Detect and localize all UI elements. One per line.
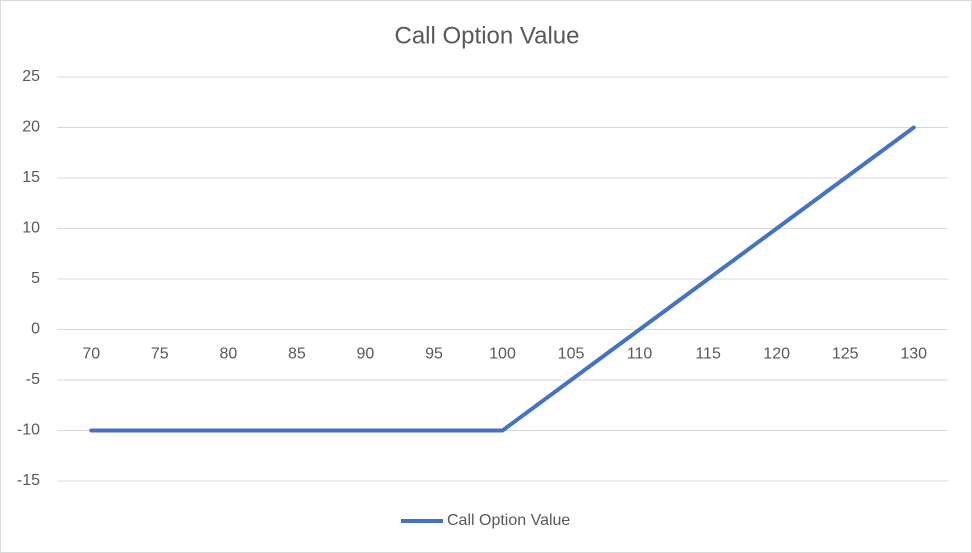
legend-label: Call Option Value — [447, 512, 570, 529]
x-tick-label: 125 — [832, 346, 859, 363]
y-tick-label: 25 — [22, 68, 40, 85]
chart-title: Call Option Value — [395, 22, 580, 49]
x-tick-label: 105 — [558, 346, 585, 363]
x-tick-label: 70 — [82, 346, 100, 363]
y-tick-label: 5 — [31, 270, 40, 287]
x-tick-label: 110 — [627, 346, 653, 363]
x-tick-label: 95 — [425, 346, 443, 363]
y-tick-label: 15 — [22, 169, 40, 186]
x-tick-label: 115 — [695, 346, 721, 363]
x-tick-label: 90 — [357, 346, 375, 363]
y-tick-label: -10 — [17, 422, 40, 439]
y-tick-label: 20 — [22, 119, 40, 136]
y-tick-label: -15 — [17, 472, 40, 489]
x-tick-label: 75 — [151, 346, 169, 363]
x-tick-label: 80 — [219, 346, 237, 363]
x-tick-label: 85 — [288, 346, 306, 363]
y-tick-label: 10 — [22, 220, 40, 237]
x-tick-label: 130 — [900, 346, 927, 363]
x-tick-label: 120 — [763, 346, 790, 363]
x-tick-label: 100 — [489, 346, 516, 363]
y-tick-label: -5 — [26, 371, 40, 388]
data-line — [89, 125, 916, 433]
y-tick-label: 0 — [31, 321, 40, 338]
